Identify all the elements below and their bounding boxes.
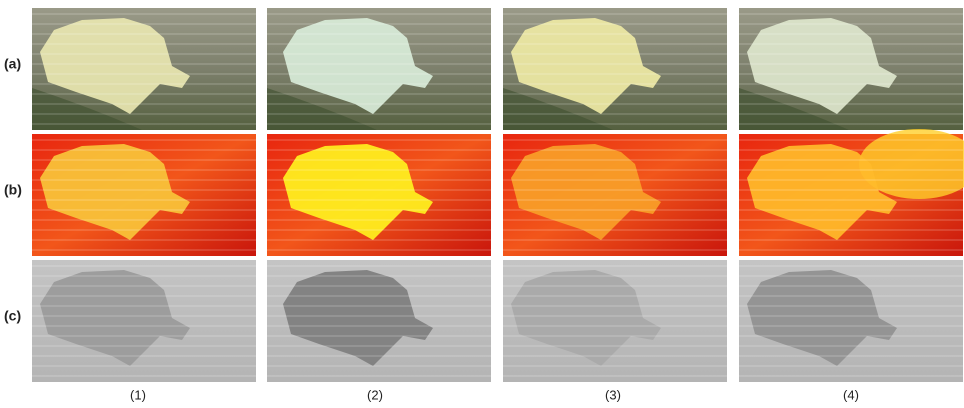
row-label: (c) (4, 308, 21, 324)
image-panel (32, 134, 256, 256)
figure: (a) (b) (c) (1) (2) (3) (4) (0, 0, 964, 408)
column-label: (3) (605, 387, 621, 402)
image-panel (739, 129, 964, 256)
image-panel (32, 8, 256, 130)
column-label: (4) (843, 387, 859, 402)
column-label: (1) (130, 387, 146, 402)
image-panel (739, 8, 963, 130)
image-panel (32, 260, 256, 382)
image-panel (267, 134, 491, 256)
row-label: (b) (4, 182, 22, 198)
image-panel (503, 134, 727, 256)
row-label: (a) (4, 56, 21, 72)
image-panel (267, 260, 491, 382)
page: (a)(b)(c)(1)(2)(3)(4) (() => { const dat… (0, 0, 964, 408)
image-panel (267, 8, 491, 130)
image-panel (503, 8, 727, 130)
image-panel (739, 260, 963, 382)
column-label: (2) (367, 387, 383, 402)
image-panel (503, 260, 727, 382)
